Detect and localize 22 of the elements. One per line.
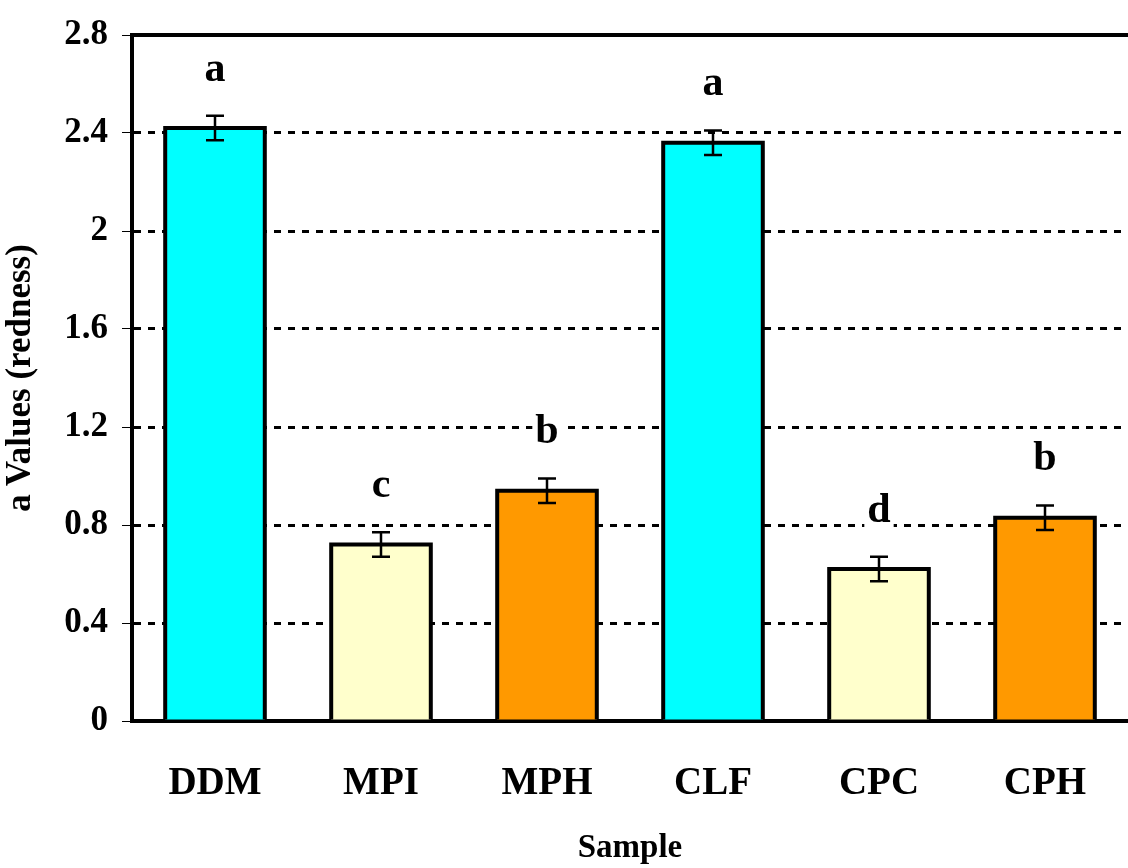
y-tick-label: 0 — [90, 699, 108, 739]
data-label: a — [702, 58, 724, 105]
y-tick-label: 2.8 — [64, 13, 108, 53]
x-tick-label: CPH — [1003, 759, 1087, 803]
x-tick-label: CPC — [838, 759, 920, 803]
y-tick-label: 2.4 — [64, 111, 108, 151]
x-tick-label: CLF — [674, 759, 752, 803]
data-label: b — [535, 406, 559, 453]
x-tick-label: DDM — [168, 759, 262, 803]
y-axis-title: a Values (redness) — [0, 244, 39, 512]
x-tick-label: MPH — [501, 759, 593, 803]
x-tick-label: MPI — [343, 759, 419, 803]
x-axis-title: Sample — [577, 827, 683, 864]
y-tick-label: 1.6 — [64, 307, 108, 347]
data-label: d — [867, 484, 891, 531]
data-label: a — [204, 43, 226, 90]
y-tick-label: 2 — [90, 209, 108, 249]
y-tick-label: 0.8 — [64, 503, 108, 543]
y-tick-label: 1.2 — [64, 405, 108, 445]
data-label: b — [1033, 433, 1057, 480]
y-tick-label: 0.4 — [64, 601, 108, 641]
data-label: c — [371, 460, 391, 507]
